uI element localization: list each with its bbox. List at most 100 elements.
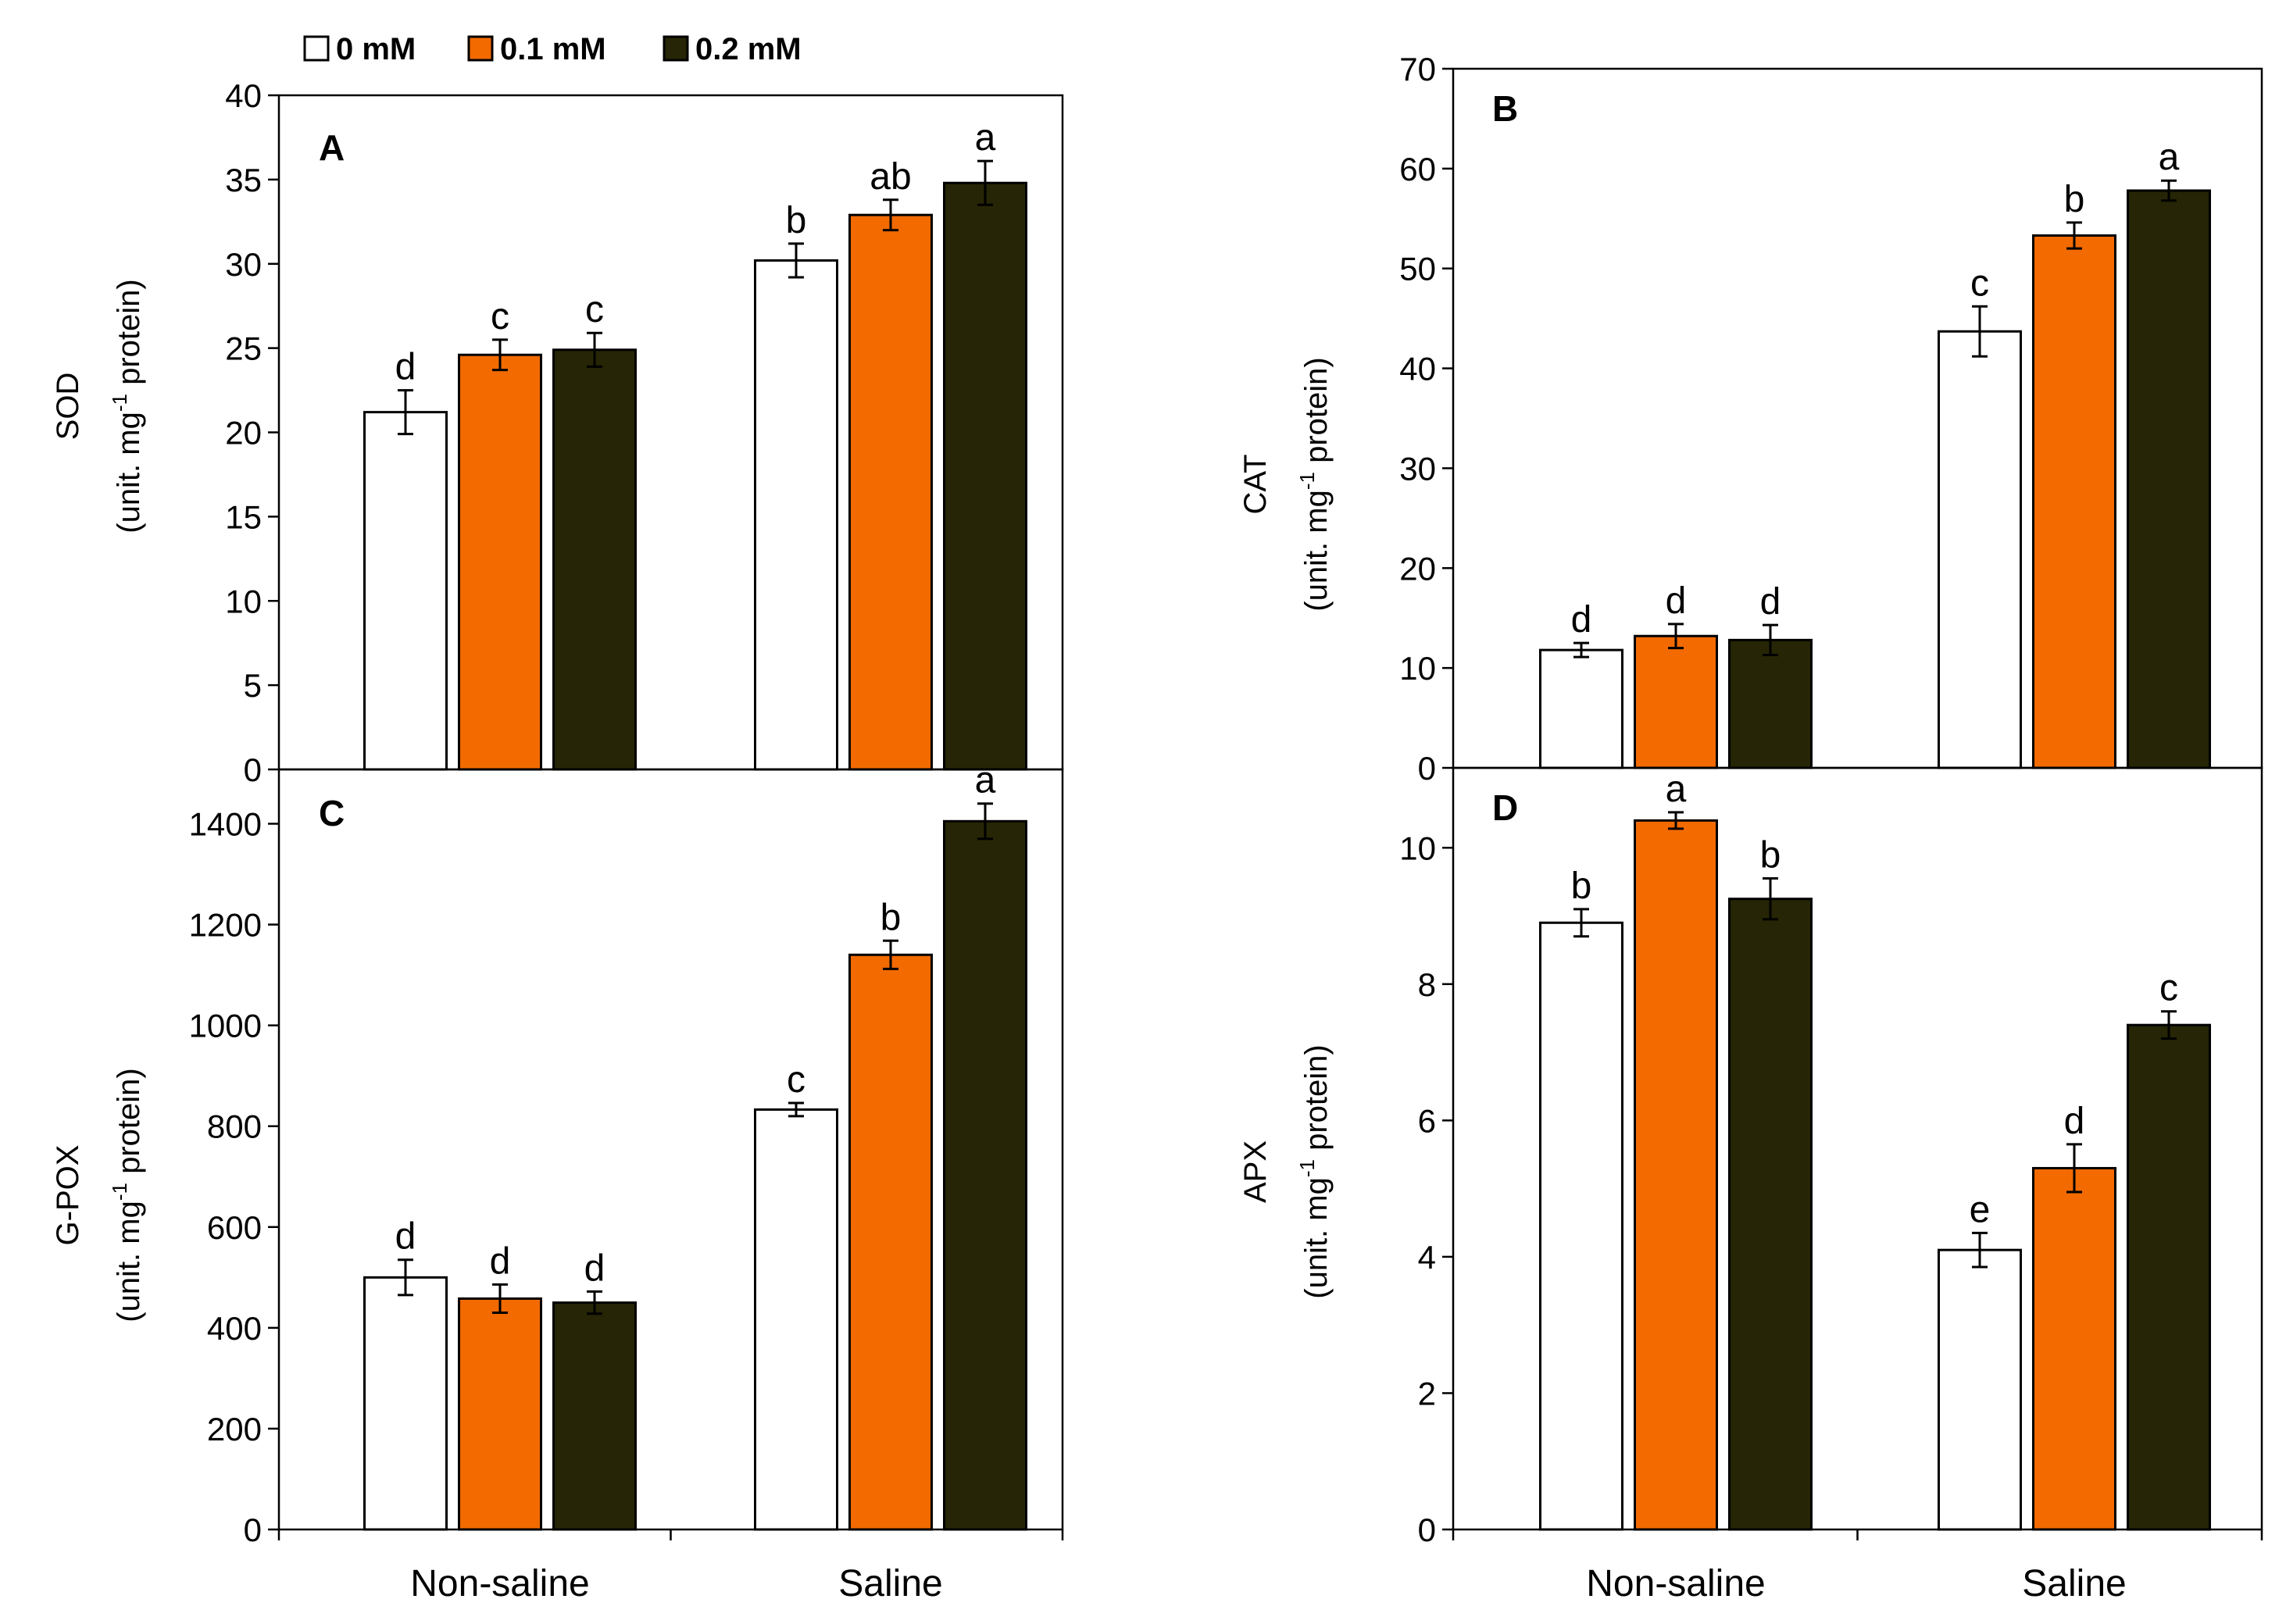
bar-c-0-0 bbox=[363, 1276, 448, 1531]
y-axis-unit-end: protein) bbox=[1299, 357, 1334, 472]
bar-a-2-0 bbox=[552, 348, 637, 771]
y-axis-unit-text: (unit. mg bbox=[1299, 1177, 1334, 1299]
y-axis-unit-end: protein) bbox=[1299, 1044, 1334, 1159]
y-tick-label: 2 bbox=[1418, 1375, 1436, 1412]
y-axis-unit: (unit. mg-1 protein) bbox=[108, 1068, 146, 1322]
bar-a-0-1 bbox=[754, 259, 838, 771]
legend: 0 mM 0.1 mM 0.2 mM bbox=[303, 32, 802, 66]
bar-d-1-1 bbox=[2032, 1166, 2116, 1531]
y-tick-label: 200 bbox=[207, 1411, 262, 1447]
y-tick-label: 30 bbox=[225, 246, 262, 283]
y-axis-unit-text: (unit. mg bbox=[112, 1201, 146, 1322]
panel-d: 0 2 4 6 8 10 Non-saline Saline b e a d b c D APX (unit. … bbox=[1238, 766, 2263, 1604]
panel-label: C bbox=[319, 793, 345, 833]
y-tick-label: 10 bbox=[1399, 650, 1436, 687]
legend-label-1: 0.1 mM bbox=[500, 32, 606, 66]
significance-letter: c bbox=[787, 1059, 805, 1101]
y-tick-label: 25 bbox=[225, 330, 262, 367]
significance-letter: c bbox=[585, 289, 604, 330]
x-category-label: Non-saline bbox=[1586, 1563, 1765, 1604]
y-tick-label: 1200 bbox=[189, 907, 262, 944]
y-axis-unit: (unit. mg-1 protein) bbox=[1295, 357, 1334, 611]
bar-b-1-1 bbox=[2032, 234, 2116, 769]
bar-a-1-0 bbox=[458, 353, 542, 771]
y-axis-unit-text: (unit. mg bbox=[112, 412, 146, 534]
y-tick-label: 15 bbox=[225, 498, 262, 535]
y-tick-label: 4 bbox=[1418, 1239, 1436, 1276]
y-axis-title: CAT bbox=[1238, 454, 1273, 514]
bar-d-1-0 bbox=[1634, 819, 1718, 1531]
y-tick-label: 40 bbox=[1399, 351, 1436, 387]
bar-b-0-0 bbox=[1539, 648, 1623, 769]
bar-c-2-0 bbox=[552, 1301, 637, 1531]
significance-letter: b bbox=[786, 200, 807, 241]
significance-letter: a bbox=[1666, 769, 1687, 810]
y-axis-unit-superscript: -1 bbox=[1295, 1159, 1319, 1177]
bar-c-0-1 bbox=[754, 1108, 838, 1531]
y-axis-unit: (unit. mg-1 protein) bbox=[108, 279, 146, 533]
bar-a-2-1 bbox=[943, 181, 1027, 771]
legend-label-0: 0 mM bbox=[336, 32, 416, 66]
y-tick-label: 20 bbox=[225, 415, 262, 452]
bar-d-2-1 bbox=[2127, 1023, 2211, 1531]
y-tick-label: 20 bbox=[1399, 550, 1436, 587]
x-category-label: Non-saline bbox=[410, 1563, 589, 1604]
y-axis-title: G-POX bbox=[51, 1145, 85, 1246]
y-axis-unit-superscript: -1 bbox=[108, 394, 131, 412]
significance-letter: d bbox=[1760, 581, 1781, 623]
significance-letter: a bbox=[975, 760, 996, 801]
y-tick-label: 60 bbox=[1399, 151, 1436, 187]
significance-letter: d bbox=[1571, 599, 1592, 641]
y-tick-label: 50 bbox=[1399, 251, 1436, 287]
y-tick-label: 70 bbox=[1399, 51, 1436, 87]
significance-letter: a bbox=[975, 117, 996, 159]
y-tick-label: 0 bbox=[244, 751, 262, 788]
bar-a-0-0 bbox=[363, 411, 448, 771]
significance-letter: e bbox=[1970, 1189, 1991, 1230]
y-tick-label: 10 bbox=[225, 583, 262, 619]
y-axis-unit-superscript: -1 bbox=[108, 1183, 131, 1201]
significance-letter: ab bbox=[870, 156, 911, 198]
significance-letter: b bbox=[2064, 179, 2085, 220]
y-axis-title: SOD bbox=[51, 373, 85, 441]
legend-item-0: 0 mM bbox=[303, 32, 416, 66]
bar-c-1-0 bbox=[458, 1297, 542, 1531]
y-tick-label: 5 bbox=[244, 667, 262, 704]
bar-d-2-0 bbox=[1728, 898, 1813, 1531]
y-tick-label: 30 bbox=[1399, 450, 1436, 487]
significance-letter: d bbox=[395, 1216, 416, 1258]
significance-letter: c bbox=[491, 296, 509, 337]
y-axis-unit-end: protein) bbox=[112, 1068, 146, 1183]
bar-b-2-0 bbox=[1728, 638, 1813, 769]
bar-b-0-1 bbox=[1938, 330, 2022, 769]
y-axis-title: APX bbox=[1238, 1140, 1273, 1203]
x-category-label: Saline bbox=[2022, 1563, 2126, 1604]
y-tick-label: 1000 bbox=[189, 1008, 262, 1044]
legend-swatch-0 bbox=[303, 35, 330, 62]
significance-letter: b bbox=[880, 897, 902, 938]
significance-letter: d bbox=[584, 1247, 605, 1289]
bar-d-0-1 bbox=[1938, 1248, 2022, 1531]
y-axis-unit-end: protein) bbox=[112, 279, 146, 394]
y-tick-label: 0 bbox=[1418, 1512, 1436, 1548]
legend-label-2: 0.2 mM bbox=[695, 32, 802, 66]
y-tick-label: 40 bbox=[225, 77, 262, 114]
x-category-label: Saline bbox=[838, 1563, 942, 1604]
y-axis-unit-superscript: -1 bbox=[1295, 472, 1319, 490]
significance-letter: c bbox=[1970, 262, 1989, 304]
y-tick-label: 8 bbox=[1418, 966, 1436, 1003]
bar-b-1-0 bbox=[1634, 634, 1718, 769]
significance-letter: b bbox=[1571, 866, 1592, 907]
panel-label: D bbox=[1492, 787, 1518, 828]
legend-item-1: 0.1 mM bbox=[467, 32, 606, 66]
bar-c-1-1 bbox=[848, 953, 933, 1531]
y-tick-label: 0 bbox=[1418, 750, 1436, 787]
bar-d-0-0 bbox=[1539, 921, 1623, 1531]
y-tick-label: 35 bbox=[225, 162, 262, 198]
y-axis-unit: (unit. mg-1 protein) bbox=[1295, 1044, 1334, 1298]
legend-swatch-2 bbox=[663, 35, 689, 62]
significance-letter: d bbox=[2064, 1101, 2085, 1142]
significance-letter: c bbox=[2159, 968, 2178, 1009]
significance-letter: b bbox=[1760, 835, 1781, 876]
